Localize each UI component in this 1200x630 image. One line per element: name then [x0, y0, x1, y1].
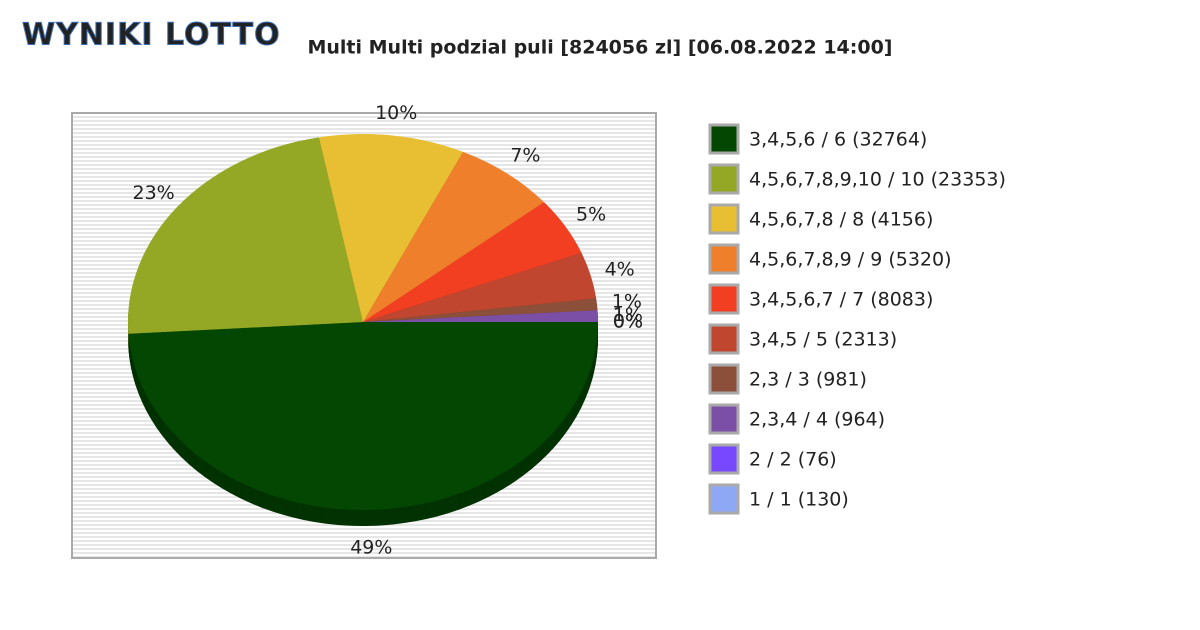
pie-slice: [363, 252, 597, 322]
pie-slice: [363, 202, 582, 322]
legend-label: 3,4,5 / 5 (2313): [749, 329, 897, 351]
legend-label: 2,3 / 3 (981): [749, 369, 867, 391]
legend-swatch: [708, 163, 740, 195]
slice-label: 10%: [375, 102, 417, 124]
pie-slice: [127, 137, 363, 334]
legend-swatch: [708, 323, 740, 355]
legend-label: 2 / 2 (76): [749, 449, 837, 471]
legend-swatch: [708, 483, 740, 515]
legend-label: 3,4,5,6,7 / 7 (8083): [749, 289, 933, 311]
slice-label: 0%: [613, 311, 643, 333]
pie-slice: [363, 151, 545, 322]
pie-slice: [318, 134, 464, 322]
slice-label: 7%: [510, 145, 540, 167]
logo: WYNIKI LOTTO: [22, 18, 281, 53]
pie-slice: [128, 322, 598, 510]
legend-swatch: [708, 403, 740, 435]
slice-label: 23%: [132, 182, 174, 204]
slice-label: 0%: [613, 311, 643, 333]
legend-swatch: [708, 283, 740, 315]
legend-label: 1 / 1 (130): [749, 489, 849, 511]
legend-label: 4,5,6,7,8 / 8 (4156): [749, 209, 933, 231]
legend-swatch: [708, 123, 740, 155]
legend-swatch: [708, 443, 740, 475]
legend-label: 2,3,4 / 4 (964): [749, 409, 885, 431]
legend-swatch: [708, 363, 740, 395]
slice-label: 4%: [605, 258, 635, 280]
legend-swatch: [708, 243, 740, 275]
slice-label: 5%: [576, 204, 606, 226]
legend-label: 4,5,6,7,8,9,10 / 10 (23353): [749, 169, 1006, 191]
legend-label: 3,4,5,6 / 6 (32764): [749, 129, 927, 151]
legend-label: 4,5,6,7,8,9 / 9 (5320): [749, 249, 952, 271]
slice-label: 1%: [612, 291, 642, 313]
chart-title: Multi Multi podzial puli [824056 zl] [06…: [307, 37, 892, 59]
pie-slice: [363, 310, 598, 322]
slice-label: 49%: [350, 536, 392, 558]
legend-swatch: [708, 203, 740, 235]
pie-slice: [363, 298, 598, 322]
slice-label: 1%: [613, 304, 643, 326]
